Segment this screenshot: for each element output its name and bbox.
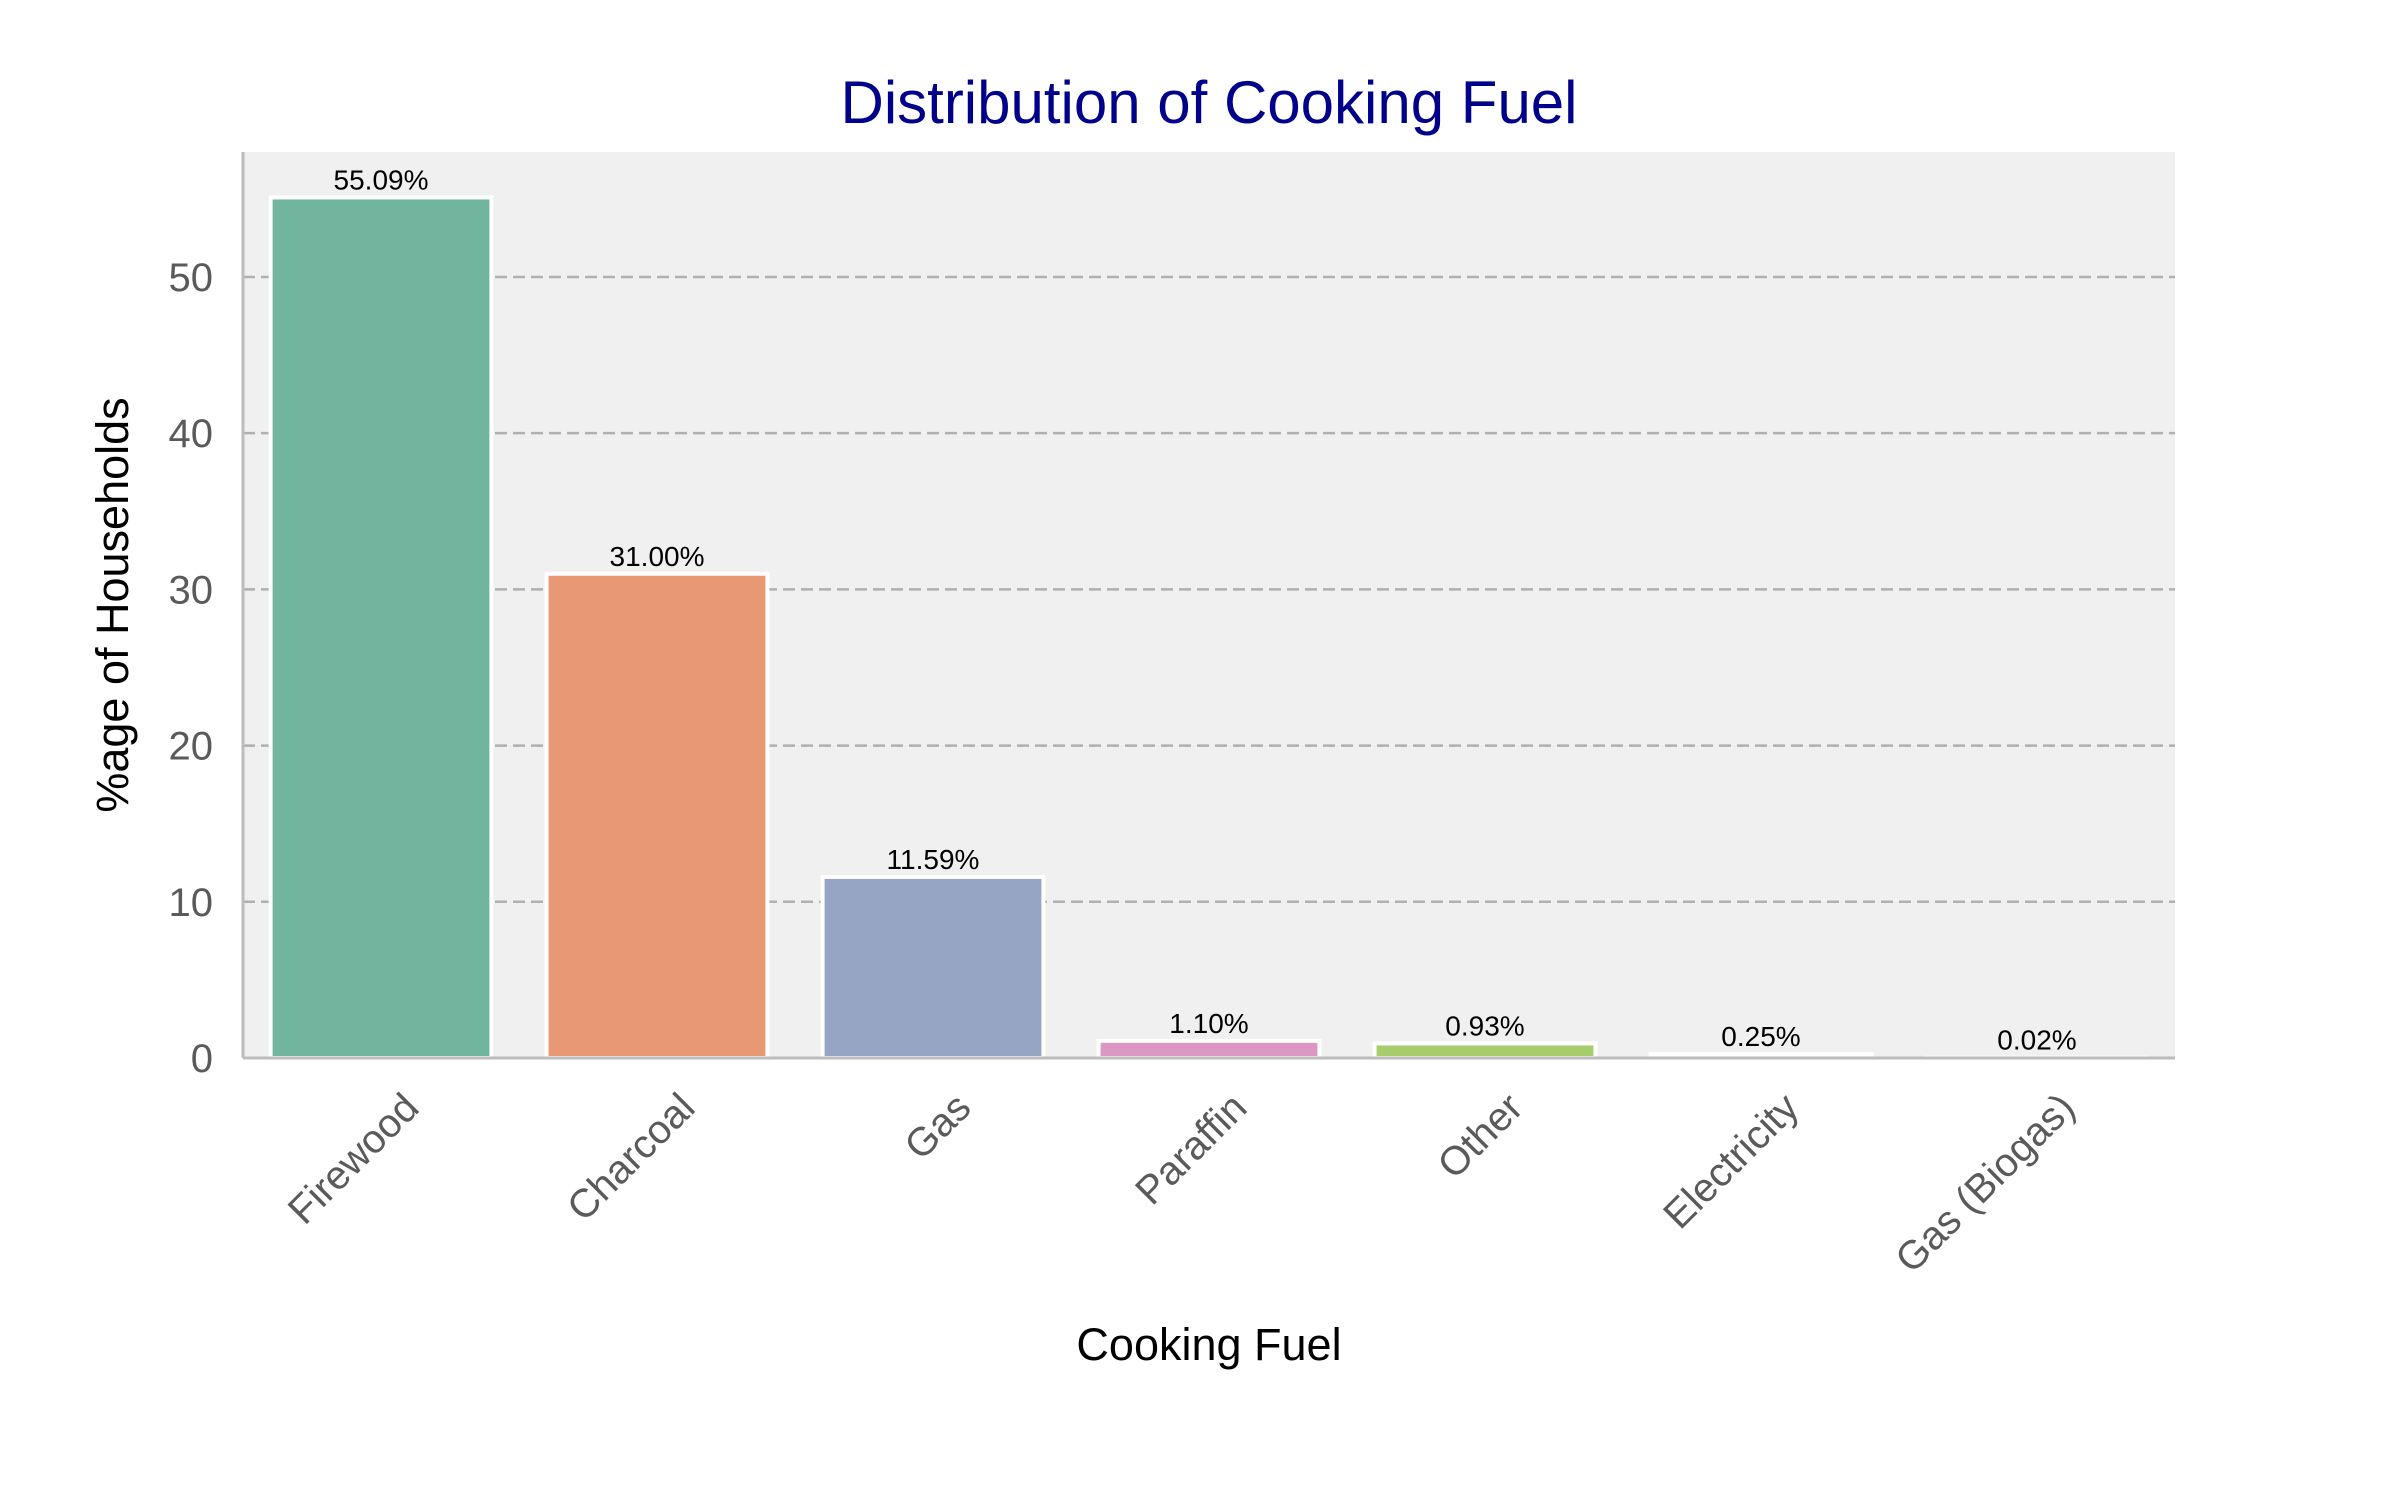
bar-value-label: 31.00% <box>610 541 705 572</box>
y-tick-label: 0 <box>191 1037 213 1081</box>
bar-value-labels: 55.09% 31.00% 11.59% 1.10% 0.93% 0.25% 0.02% <box>334 164 2077 1055</box>
y-tick-label: 50 <box>169 256 214 300</box>
plot-area <box>243 152 2175 1058</box>
x-tick-label: Firewood <box>280 1085 427 1232</box>
chart-title: Distribution of Cooking Fuel <box>840 69 1577 136</box>
x-tick-label: Gas (Biogas) <box>1887 1085 2083 1281</box>
y-tick-label: 40 <box>169 412 214 456</box>
x-tick-label: Other <box>1430 1085 1532 1187</box>
bar-value-label: 55.09% <box>334 164 429 195</box>
bar-value-label: 11.59% <box>887 844 980 875</box>
x-tick-label: Electricity <box>1655 1085 1807 1237</box>
bar-value-label: 0.02% <box>1997 1025 2076 1056</box>
bar-firewood <box>268 195 494 1061</box>
y-tick-label: 20 <box>169 725 214 769</box>
bar-charcoal <box>544 571 770 1060</box>
bar-value-label: 0.25% <box>1721 1021 1800 1052</box>
y-tick-label: 10 <box>169 881 214 925</box>
bar-value-label: 1.10% <box>1169 1008 1248 1039</box>
y-tick-labels: 0 10 20 30 40 50 <box>169 256 214 1081</box>
x-tick-label: Gas <box>896 1085 979 1168</box>
bar-gas <box>820 874 1046 1060</box>
y-axis-label: %age of Households <box>87 397 138 812</box>
grid-lines <box>243 275 2175 904</box>
bar-value-label: 0.93% <box>1445 1010 1524 1041</box>
bar-paraffin <box>1096 1038 1322 1061</box>
x-tick-label: Paraffin <box>1127 1085 1255 1213</box>
x-axis-label: Cooking Fuel <box>1076 1319 1341 1370</box>
x-tick-labels: Firewood Charcoal Gas Paraffin Other Electric… <box>280 1085 2083 1281</box>
x-tick-label: Charcoal <box>559 1085 703 1229</box>
bar-other <box>1372 1041 1598 1061</box>
bars <box>268 195 2150 1061</box>
y-tick-label: 30 <box>169 568 214 612</box>
